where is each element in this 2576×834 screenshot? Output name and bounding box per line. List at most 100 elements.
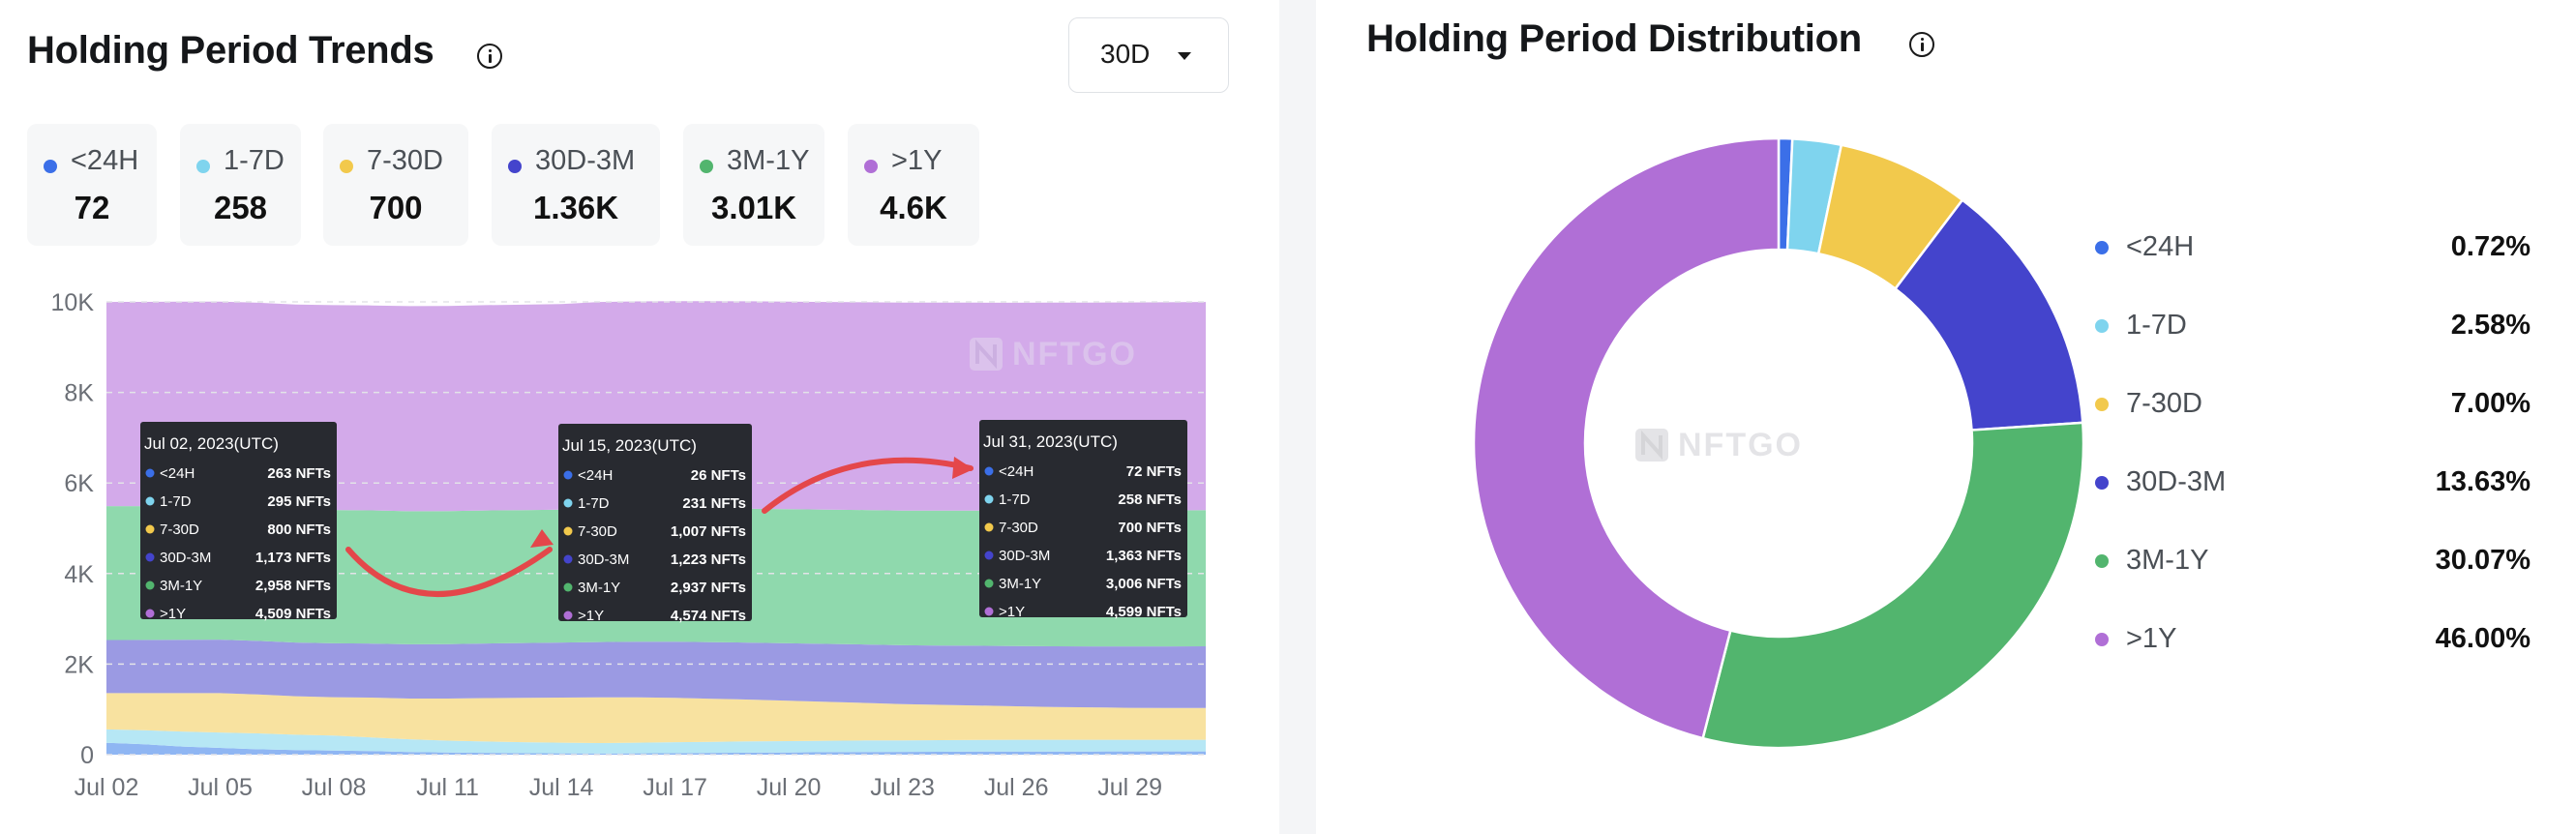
distribution-legend-label: <24H (2126, 231, 2195, 262)
tooltip-row-value: 231 NFTs (682, 495, 746, 512)
chevron-down-icon (1178, 52, 1191, 60)
distribution-legend-pct: 46.00% (2435, 623, 2531, 654)
legend-dot-icon (196, 160, 210, 173)
tooltip-row-label: 7-30D (578, 523, 617, 540)
tooltip-dot-icon (984, 466, 994, 476)
nftgo-watermark-icon: NFTGO (1635, 427, 1801, 463)
area-series-0 (106, 742, 1206, 755)
legend-label: >1Y (891, 145, 943, 176)
tooltip-row-value: 4,599 NFTs (1106, 604, 1182, 620)
donut-slice[interactable] (1701, 421, 2085, 750)
tooltip-row-label: 1-7D (160, 493, 192, 510)
legend-dot-icon (340, 160, 353, 173)
legend-label: 1-7D (224, 145, 285, 176)
x-tick-label: Jul 29 (1097, 774, 1162, 801)
arrow-icon (762, 457, 973, 514)
tooltip-row-label: <24H (160, 465, 195, 482)
trends-info-icon[interactable] (477, 44, 502, 69)
x-tick-label: Jul 11 (416, 774, 479, 801)
distribution-legend-row[interactable]: >1Y 46.00% (2085, 620, 2531, 659)
legend-dot-icon (44, 160, 57, 173)
legend-value: 72 (74, 190, 110, 225)
distribution-legend-row[interactable]: 1-7D 2.58% (2085, 307, 2531, 345)
x-tick-label: Jul 17 (643, 774, 707, 801)
tooltip-date: Jul 15, 2023(UTC) (562, 436, 697, 455)
tooltip-dot-icon (984, 607, 994, 616)
tooltip-dot-icon (563, 498, 573, 508)
tooltip-dot-icon (563, 470, 573, 480)
tooltip-dot-icon (145, 524, 155, 534)
legend-card[interactable]: 30D-3M 1.36K (492, 124, 660, 246)
legend-card[interactable]: 1-7D 258 (180, 124, 301, 246)
distribution-legend-row[interactable]: <24H 0.72% (2085, 228, 2531, 267)
y-tick-label: 0 (80, 742, 94, 769)
tooltip-dot-icon (145, 581, 155, 590)
x-tick-label: Jul 23 (870, 774, 935, 801)
tooltip-dot-icon (984, 551, 994, 560)
tooltip-dot-icon (145, 468, 155, 478)
tooltip-dot-icon (563, 611, 573, 620)
tooltip-row-value: 1,363 NFTs (1106, 548, 1182, 564)
x-tick-label: Jul 02 (75, 774, 139, 801)
tooltip-row-value: 1,223 NFTs (671, 551, 746, 568)
tooltip-row-value: 72 NFTs (1126, 463, 1182, 480)
distribution-legend-row[interactable]: 7-30D 7.00% (2085, 385, 2531, 424)
tooltip-row-value: 700 NFTs (1118, 520, 1182, 536)
distribution-legend-pct: 7.00% (2450, 388, 2531, 419)
tooltip-row-value: 4,509 NFTs (255, 606, 331, 622)
x-tick-label: Jul 20 (757, 774, 822, 801)
distribution-legend-label: >1Y (2126, 623, 2177, 654)
tooltip-dot-icon (563, 554, 573, 564)
legend-value: 3.01K (710, 190, 797, 225)
tooltip-row-value: 295 NFTs (267, 493, 331, 510)
tooltip: Jul 15, 2023(UTC) <24H 26 NFTs 1-7D 231 NFTs… (558, 424, 752, 624)
legend-label: 3M-1Y (727, 145, 810, 176)
legend-dot-icon (2095, 398, 2109, 411)
tooltip-row-label: >1Y (578, 608, 604, 624)
tooltip-row-label: 3M-1Y (160, 578, 202, 594)
distribution-legend-row[interactable]: 30D-3M 13.63% (2085, 463, 2531, 502)
legend-value: 4.6K (880, 190, 947, 225)
legend-dot-icon (508, 160, 522, 173)
tooltip-row-label: <24H (999, 463, 1033, 480)
tooltip-dot-icon (145, 609, 155, 618)
range-dropdown[interactable]: 30D (1068, 17, 1229, 93)
tooltip-row-label: >1Y (999, 604, 1025, 620)
legend-value: 258 (213, 190, 268, 225)
area-series-3 (106, 640, 1206, 708)
distribution-legend-row[interactable]: 3M-1Y 30.07% (2085, 542, 2531, 581)
area-series-1 (106, 729, 1206, 754)
legend-dot-icon (2095, 633, 2109, 646)
legend-card[interactable]: 7-30D 700 (323, 124, 468, 246)
legend-dot-icon (864, 160, 878, 173)
legend-card[interactable]: <24H 72 (27, 124, 157, 246)
tooltip-row-value: 1,007 NFTs (671, 523, 746, 540)
tooltip-row-value: 800 NFTs (267, 521, 331, 538)
donut-slice[interactable] (1472, 136, 1781, 740)
tooltip-row-label: <24H (578, 467, 613, 484)
legend-value: 700 (369, 190, 423, 225)
x-tick-label: Jul 14 (529, 774, 594, 801)
distribution-legend-pct: 30.07% (2435, 545, 2531, 576)
distribution-info-icon[interactable] (1909, 32, 1934, 57)
tooltip-row-value: 2,937 NFTs (671, 580, 746, 596)
distribution-legend-label: 1-7D (2126, 310, 2187, 341)
y-tick-label: 6K (64, 470, 94, 497)
tooltip-row-value: 2,958 NFTs (255, 578, 331, 594)
legend-label: <24H (71, 145, 139, 176)
tooltip-dot-icon (984, 579, 994, 588)
tooltip-row-label: 7-30D (160, 521, 199, 538)
x-tick-label: Jul 08 (302, 774, 367, 801)
legend-value: 1.36K (532, 190, 619, 225)
distribution-legend-label: 30D-3M (2126, 466, 2227, 497)
legend-dot-icon (700, 160, 713, 173)
tooltip-row-value: 258 NFTs (1118, 491, 1182, 508)
legend-label: 7-30D (367, 145, 443, 176)
legend-card[interactable]: 3M-1Y 3.01K (683, 124, 824, 246)
y-tick-label: 2K (64, 651, 94, 678)
tooltip: Jul 02, 2023(UTC) <24H 263 NFTs 1-7D 295 NFT… (140, 422, 337, 622)
legend-dot-icon (2095, 476, 2109, 490)
legend-card[interactable]: >1Y 4.6K (848, 124, 979, 246)
panel-divider (1279, 0, 1316, 834)
